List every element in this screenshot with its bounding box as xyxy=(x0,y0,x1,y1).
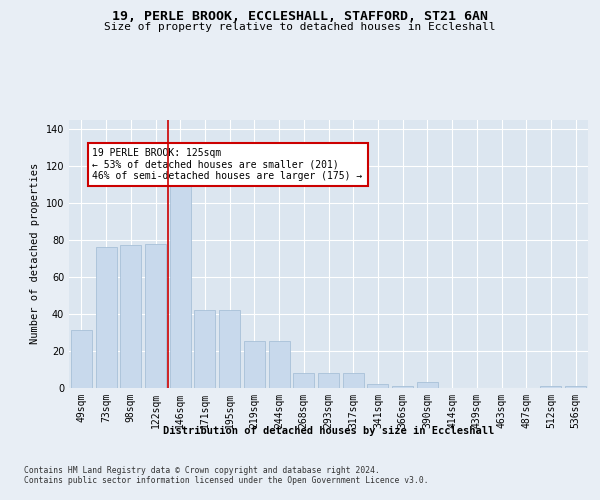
Bar xyxy=(343,372,364,388)
Bar xyxy=(244,342,265,388)
Bar xyxy=(318,372,339,388)
Bar xyxy=(71,330,92,388)
Text: Contains HM Land Registry data © Crown copyright and database right 2024.
Contai: Contains HM Land Registry data © Crown c… xyxy=(24,466,428,485)
Text: Size of property relative to detached houses in Eccleshall: Size of property relative to detached ho… xyxy=(104,22,496,32)
Bar xyxy=(145,244,166,388)
Bar xyxy=(565,386,586,388)
Bar xyxy=(293,372,314,388)
Bar xyxy=(541,386,562,388)
Bar xyxy=(367,384,388,388)
Text: 19 PERLE BROOK: 125sqm
← 53% of detached houses are smaller (201)
46% of semi-de: 19 PERLE BROOK: 125sqm ← 53% of detached… xyxy=(92,148,363,181)
Bar xyxy=(95,248,116,388)
Bar xyxy=(120,246,141,388)
Text: 19, PERLE BROOK, ECCLESHALL, STAFFORD, ST21 6AN: 19, PERLE BROOK, ECCLESHALL, STAFFORD, S… xyxy=(112,10,488,23)
Bar xyxy=(417,382,438,388)
Bar xyxy=(269,342,290,388)
Bar xyxy=(392,386,413,388)
Bar xyxy=(170,181,191,388)
Y-axis label: Number of detached properties: Number of detached properties xyxy=(30,163,40,344)
Bar xyxy=(194,310,215,388)
Text: Distribution of detached houses by size in Eccleshall: Distribution of detached houses by size … xyxy=(163,426,494,436)
Bar xyxy=(219,310,240,388)
